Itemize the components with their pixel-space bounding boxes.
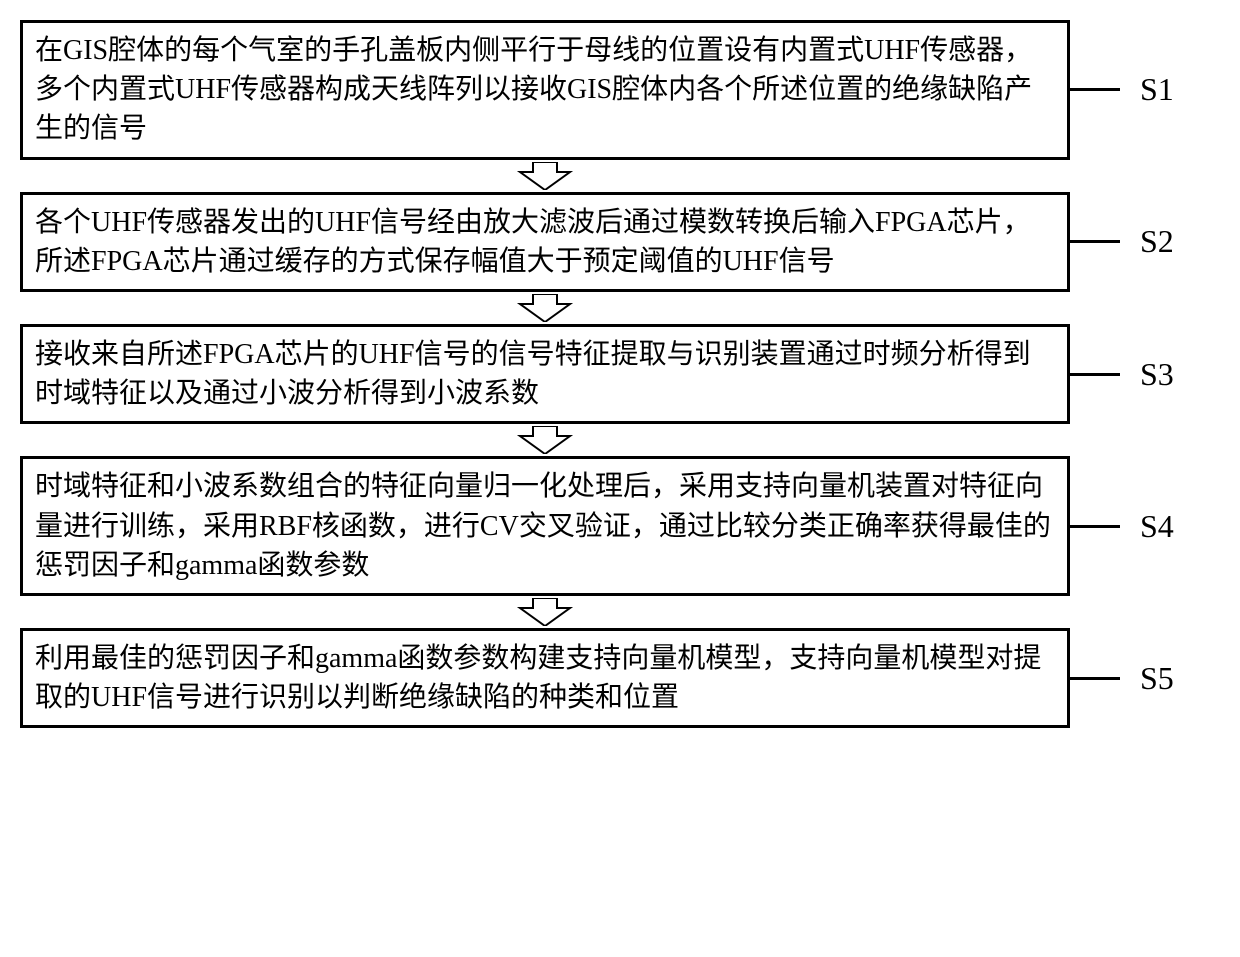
step-box-2: 各个UHF传感器发出的UHF信号经由放大滤波后通过模数转换后输入FPGA芯片，所… [20,192,1070,292]
arrow-4 [515,598,575,626]
connector-line [1070,677,1120,680]
arrow-3 [515,426,575,454]
step-row-1: 在GIS腔体的每个气室的手孔盖板内侧平行于母线的位置设有内置式UHF传感器，多个… [20,20,1220,160]
connector-line [1070,88,1120,91]
step-text: 利用最佳的惩罚因子和gamma函数参数构建支持向量机模型，支持向量机模型对提取的… [35,643,1041,713]
arrow-1 [515,162,575,190]
step-text: 在GIS腔体的每个气室的手孔盖板内侧平行于母线的位置设有内置式UHF传感器，多个… [35,35,1032,144]
step-text: 时域特征和小波系数组合的特征向量归一化处理后，采用支持向量机装置对特征向量进行训… [35,471,1051,580]
step-row-3: 接收来自所述FPGA芯片的UHF信号的信号特征提取与识别装置通过时频分析得到时域… [20,324,1220,424]
step-label-3: S3 [1140,356,1174,393]
connector-line [1070,373,1120,376]
step-text: 接收来自所述FPGA芯片的UHF信号的信号特征提取与识别装置通过时频分析得到时域… [35,339,1031,409]
step-label-1: S1 [1140,71,1174,108]
arrow-down-icon [515,598,575,626]
arrow-down-icon [515,294,575,322]
step-text: 各个UHF传感器发出的UHF信号经由放大滤波后通过模数转换后输入FPGA芯片，所… [35,207,1031,277]
step-box-4: 时域特征和小波系数组合的特征向量归一化处理后，采用支持向量机装置对特征向量进行训… [20,456,1070,596]
step-row-5: 利用最佳的惩罚因子和gamma函数参数构建支持向量机模型，支持向量机模型对提取的… [20,628,1220,728]
arrow-down-icon [515,426,575,454]
step-box-3: 接收来自所述FPGA芯片的UHF信号的信号特征提取与识别装置通过时频分析得到时域… [20,324,1070,424]
arrow-2 [515,294,575,322]
flowchart-container: 在GIS腔体的每个气室的手孔盖板内侧平行于母线的位置设有内置式UHF传感器，多个… [20,20,1220,728]
step-box-1: 在GIS腔体的每个气室的手孔盖板内侧平行于母线的位置设有内置式UHF传感器，多个… [20,20,1070,160]
step-label-5: S5 [1140,660,1174,697]
step-box-5: 利用最佳的惩罚因子和gamma函数参数构建支持向量机模型，支持向量机模型对提取的… [20,628,1070,728]
arrow-down-icon [515,162,575,190]
connector-line [1070,240,1120,243]
step-label-2: S2 [1140,223,1174,260]
step-label-4: S4 [1140,508,1174,545]
step-row-4: 时域特征和小波系数组合的特征向量归一化处理后，采用支持向量机装置对特征向量进行训… [20,456,1220,596]
connector-line [1070,525,1120,528]
step-row-2: 各个UHF传感器发出的UHF信号经由放大滤波后通过模数转换后输入FPGA芯片，所… [20,192,1220,292]
